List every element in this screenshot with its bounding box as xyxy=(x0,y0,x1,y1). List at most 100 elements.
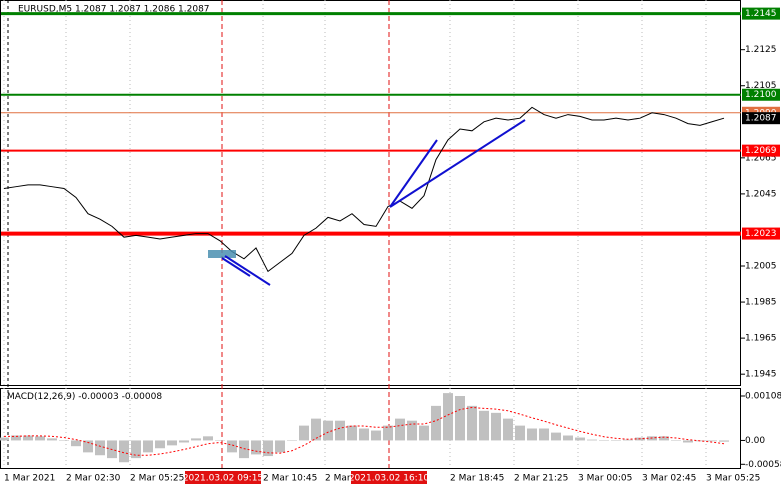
price-label: 1.2087 xyxy=(745,114,777,124)
price-line xyxy=(3,106,725,273)
price-label-box xyxy=(742,112,780,125)
y-tick-label: 1.1945 xyxy=(745,370,777,380)
macd-bar xyxy=(23,435,33,441)
x-tick-label: 2 Mar 21:25 xyxy=(514,474,568,484)
macd-bar xyxy=(407,420,417,441)
level-label: 1.2145 xyxy=(745,9,777,19)
macd-bar xyxy=(575,437,585,441)
x-tick-label: 2 Mar 10:45 xyxy=(263,474,317,484)
x-tick-label: 2 Mar xyxy=(325,474,351,484)
macd-bar xyxy=(707,440,717,442)
signal-line xyxy=(4,407,725,456)
macd-bar xyxy=(515,425,525,441)
macd-bar xyxy=(599,440,609,441)
level-label-box xyxy=(742,227,780,240)
macd-bar xyxy=(11,435,21,441)
macd-bar xyxy=(47,438,57,441)
macd-bar xyxy=(167,440,177,446)
trend-line xyxy=(389,139,438,208)
x-tick-label: 1 Mar 2021 xyxy=(4,474,55,484)
macd-bar xyxy=(263,440,273,457)
macd-bar xyxy=(83,440,93,453)
y-tick-label: 1.2005 xyxy=(745,262,777,272)
x-highlight-box xyxy=(185,471,261,484)
macd-bar xyxy=(71,440,81,447)
level-label-box xyxy=(742,88,780,101)
macd-bar xyxy=(539,428,549,441)
macd-bar xyxy=(215,440,225,441)
macd-bar xyxy=(551,432,561,441)
macd-bar xyxy=(179,440,189,443)
macd-bar xyxy=(383,425,393,441)
y-tick-label: -0.00058 xyxy=(745,460,781,470)
macd-bar xyxy=(395,418,405,441)
chart-title: EURUSD,M5 1.2087 1.2087 1.2086 1.2087 xyxy=(18,5,210,15)
macd-bar xyxy=(299,425,309,441)
signal-value: -0.00008 xyxy=(122,392,163,402)
y-tick-label: 1.2125 xyxy=(745,45,777,55)
level-label-box xyxy=(742,7,780,20)
macd-bar xyxy=(443,393,453,441)
level-label: 1.2069 xyxy=(745,146,777,156)
signal-box xyxy=(208,250,236,258)
level-label: 1.2100 xyxy=(745,90,777,100)
macd-bar xyxy=(335,420,345,441)
y-tick-label: 0.00108 xyxy=(745,391,781,401)
x-highlight-box xyxy=(351,471,427,484)
trend-line xyxy=(389,119,526,208)
macd-bar xyxy=(323,420,333,441)
y-tick-label: 1.2105 xyxy=(745,81,777,91)
macd-bar xyxy=(371,430,381,441)
macd-bar xyxy=(479,410,489,441)
macd-bar xyxy=(131,440,141,459)
price-panel xyxy=(0,0,741,386)
macd-bar xyxy=(239,440,249,459)
macd-bar xyxy=(119,440,129,463)
macd-bar xyxy=(359,428,369,441)
macd-bar xyxy=(467,405,477,441)
macd-bar xyxy=(659,436,669,441)
macd-bar xyxy=(143,440,153,453)
macd-bar xyxy=(251,440,261,455)
level-label: 1.2023 xyxy=(745,229,777,239)
macd-bar xyxy=(227,440,237,453)
trend-line xyxy=(221,257,251,277)
macd-bar xyxy=(503,418,513,441)
macd-value: -0.00003 xyxy=(78,392,118,402)
y-tick-label: 1.1965 xyxy=(745,334,777,344)
macd-bar xyxy=(59,440,69,441)
x-tick-label: 3 Mar 05:25 xyxy=(706,474,760,484)
macd-bar xyxy=(431,405,441,441)
macd-bar xyxy=(611,440,621,441)
macd-bar xyxy=(155,440,165,449)
x-tick-label: 2 Mar 05:25 xyxy=(130,474,184,484)
macd-bar xyxy=(623,439,633,441)
macd-bar xyxy=(419,425,429,441)
macd-bar xyxy=(311,418,321,441)
macd-bar xyxy=(683,440,693,443)
y-tick-label: 1.2045 xyxy=(745,189,777,199)
x-highlight-label: 2021.03.02 16:10 xyxy=(349,474,430,484)
macd-name: MACD(12,26,9) xyxy=(7,392,75,402)
macd-bar xyxy=(527,428,537,441)
macd-bar xyxy=(35,436,45,441)
x-tick-label: 3 Mar 00:05 xyxy=(578,474,632,484)
macd-bar xyxy=(491,412,501,441)
trend-line xyxy=(224,255,271,286)
level-label-box xyxy=(742,144,780,157)
x-highlight-label: 2021.03.02 09:15 xyxy=(183,474,263,484)
y-tick-label: 1.1985 xyxy=(745,298,777,308)
macd-label: MACD(12,26,9) -0.00003 -0.00008 xyxy=(7,392,162,402)
y-tick-label: 1.2065 xyxy=(745,153,777,163)
macd-bar xyxy=(95,440,105,456)
macd-bar xyxy=(275,440,285,453)
macd-bar xyxy=(287,440,297,441)
macd-bar xyxy=(455,395,465,441)
x-tick-label: 2 Mar 18:45 xyxy=(450,474,504,484)
x-tick-label: 2 Mar 02:30 xyxy=(66,474,121,484)
macd-bar xyxy=(0,437,9,441)
macd-bar xyxy=(347,425,357,441)
y-tick-label: 0.00 xyxy=(745,436,765,446)
macd-bar xyxy=(203,436,213,441)
